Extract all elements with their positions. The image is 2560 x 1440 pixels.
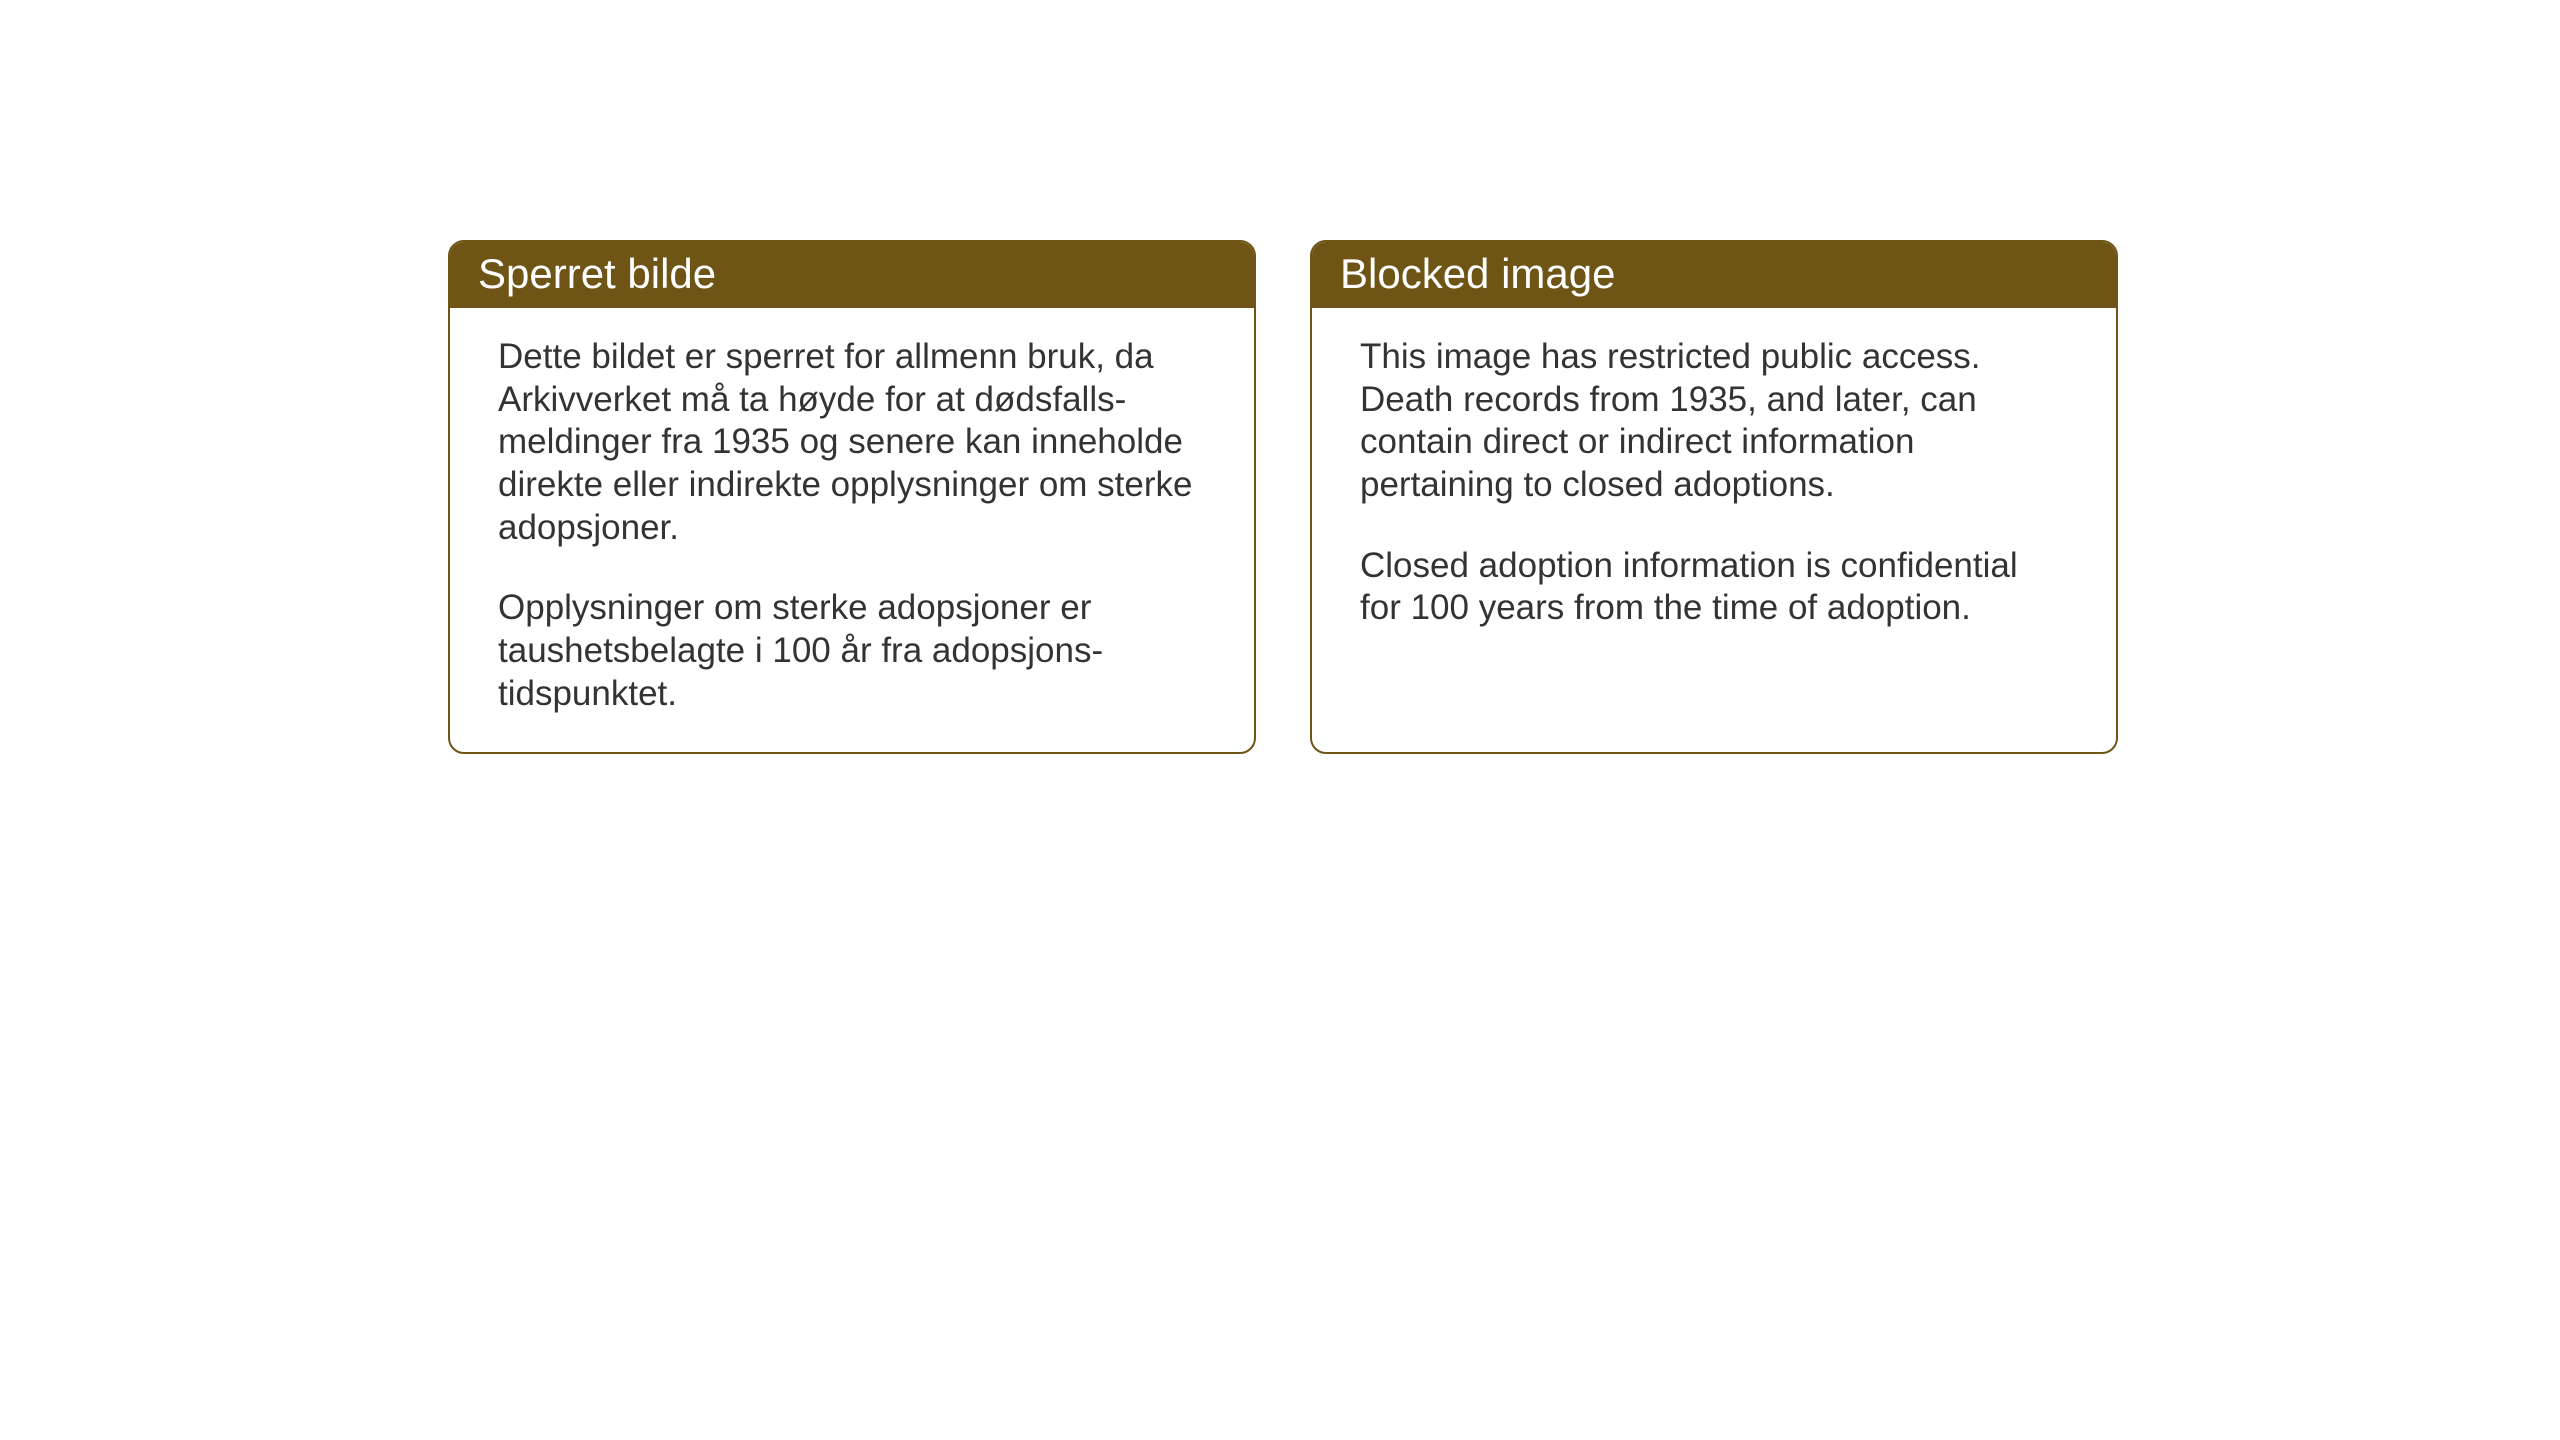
- english-paragraph-1: This image has restricted public access.…: [1360, 336, 2068, 507]
- norwegian-card-title: Sperret bilde: [450, 242, 1254, 308]
- norwegian-card-body: Dette bildet er sperret for allmenn bruk…: [450, 308, 1254, 752]
- norwegian-paragraph-2: Opplysninger om sterke adopsjoner er tau…: [498, 587, 1206, 715]
- norwegian-paragraph-1: Dette bildet er sperret for allmenn bruk…: [498, 336, 1206, 549]
- english-card-title: Blocked image: [1312, 242, 2116, 308]
- cards-container: Sperret bilde Dette bildet er sperret fo…: [448, 240, 2118, 754]
- english-card: Blocked image This image has restricted …: [1310, 240, 2118, 754]
- english-card-body: This image has restricted public access.…: [1312, 308, 2116, 666]
- norwegian-card: Sperret bilde Dette bildet er sperret fo…: [448, 240, 1256, 754]
- english-paragraph-2: Closed adoption information is confident…: [1360, 545, 2068, 630]
